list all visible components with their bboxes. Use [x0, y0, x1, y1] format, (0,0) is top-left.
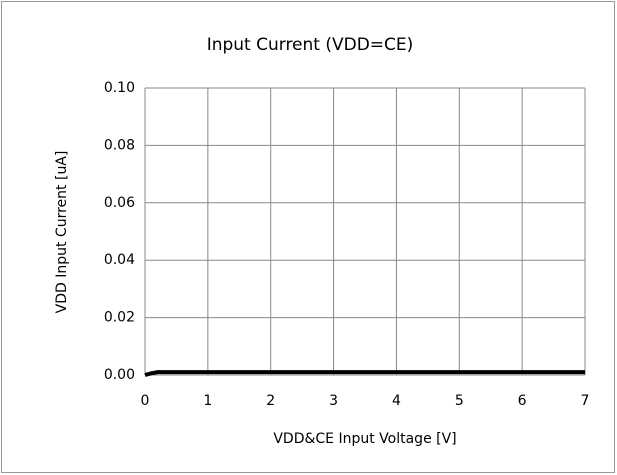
- x-tick-label: 7: [581, 393, 590, 409]
- y-tick-label: 0.10: [104, 80, 135, 96]
- x-tick-label: 4: [392, 393, 401, 409]
- y-tick-label: 0.04: [104, 252, 135, 268]
- y-tick-label: 0.00: [104, 367, 135, 383]
- x-tick-label: 2: [266, 393, 275, 409]
- x-tick-label: 5: [455, 393, 464, 409]
- x-tick-label: 3: [329, 393, 338, 409]
- x-axis-label: VDD&CE Input Voltage [V]: [273, 431, 456, 447]
- x-tick-label: 1: [203, 393, 212, 409]
- y-tick-label: 0.02: [104, 310, 135, 326]
- data-line: [144, 370, 585, 377]
- chart-title: Input Current (VDD=CE): [207, 35, 414, 55]
- x-tick-label: 6: [518, 393, 527, 409]
- y-tick-label: 0.08: [104, 137, 135, 153]
- x-tick-label: 0: [141, 393, 150, 409]
- y-axis-label: VDD Input Current [uA]: [54, 151, 70, 314]
- y-tick-label: 0.06: [104, 195, 135, 211]
